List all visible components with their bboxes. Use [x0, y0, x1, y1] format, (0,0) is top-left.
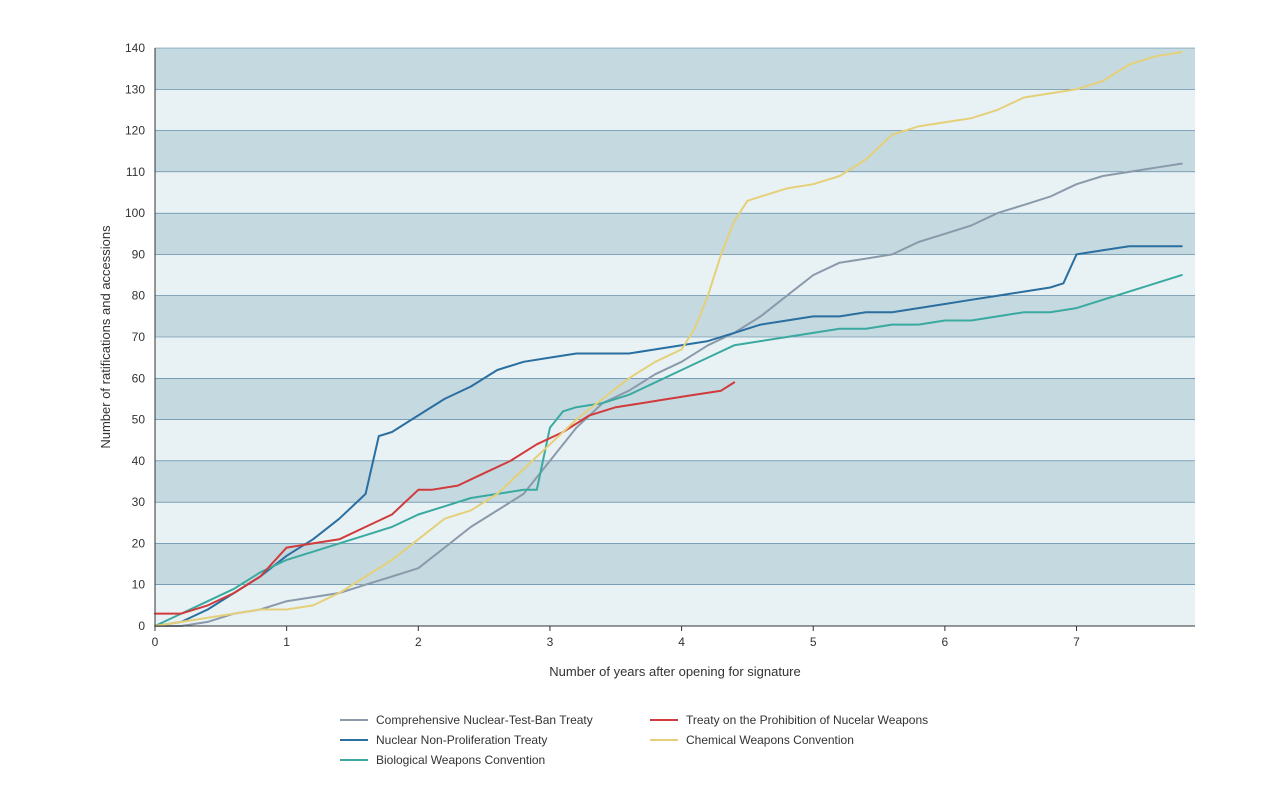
x-tick-label: 4: [678, 635, 685, 649]
y-tick-label: 60: [132, 371, 146, 385]
x-tick-label: 2: [415, 635, 422, 649]
x-axis-label: Number of years after opening for signat…: [549, 664, 800, 679]
y-tick-label: 20: [132, 536, 146, 550]
line-chart: 0 10 20 30 40 50 60 70 80 90 100 110 120 130 140 0 1 2 3 4 5…: [0, 0, 1262, 811]
legend-label: Nuclear Non-Proliferation Treaty: [376, 733, 547, 747]
chart-container: 0 10 20 30 40 50 60 70 80 90 100 110 120 130 140 0 1 2 3 4 5…: [0, 0, 1262, 811]
x-tick-label: 1: [283, 635, 290, 649]
x-axis-ticks: 0 1 2 3 4 5 6 7: [152, 626, 1081, 649]
y-axis-label: Number of ratifications and accessions: [98, 225, 113, 449]
y-tick-label: 40: [132, 454, 146, 468]
y-tick-label: 130: [125, 82, 145, 96]
y-tick-label: 50: [132, 413, 146, 427]
y-tick-label: 140: [125, 41, 145, 55]
x-tick-label: 6: [942, 635, 949, 649]
legend-label: Treaty on the Prohibition of Nucelar Wea…: [686, 713, 928, 727]
x-tick-label: 0: [152, 635, 159, 649]
y-tick-label: 10: [132, 578, 146, 592]
y-tick-label: 100: [125, 206, 145, 220]
y-tick-label: 70: [132, 330, 146, 344]
y-tick-label: 80: [132, 289, 146, 303]
legend: Comprehensive Nuclear-Test-Ban Treaty Nuc…: [340, 713, 928, 767]
y-tick-label: 110: [126, 165, 145, 179]
y-tick-label: 0: [138, 619, 145, 633]
legend-label: Comprehensive Nuclear-Test-Ban Treaty: [376, 713, 593, 727]
x-tick-label: 5: [810, 635, 817, 649]
x-tick-label: 3: [547, 635, 554, 649]
legend-label: Biological Weapons Convention: [376, 753, 545, 767]
y-tick-label: 90: [132, 247, 146, 261]
y-axis-ticks: 0 10 20 30 40 50 60 70 80 90 100 110 120 130 140: [125, 41, 145, 633]
legend-label: Chemical Weapons Convention: [686, 733, 854, 747]
x-tick-label: 7: [1073, 635, 1080, 649]
y-tick-label: 120: [125, 124, 145, 138]
y-tick-label: 30: [132, 495, 146, 509]
